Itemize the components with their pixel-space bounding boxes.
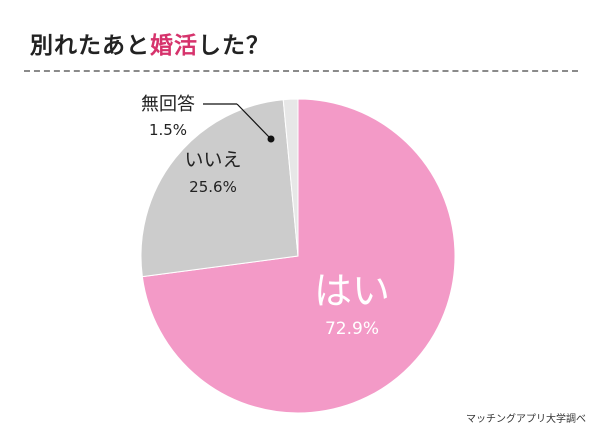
noanswer-leader-line-diagonal [236,103,271,139]
title-divider [24,70,578,72]
title-prefix: 別れたあと [30,33,150,59]
source-note: マッチングアプリ大学調べ [466,414,586,425]
slice-label-noanswer: 無回答 [141,94,195,115]
title-accent: 婚活 [150,33,198,59]
slice-value-yes: 72.9% [325,319,379,339]
pie-slice-noanswer [282,98,299,257]
slice-label-no: いいえ [184,149,241,171]
pie-slices [140,98,456,414]
slice-value-no: 25.6% [189,178,237,196]
pie-slice-no [140,99,299,278]
noanswer-leader-dot [267,135,275,143]
title-suffix: した？ [198,33,270,59]
slice-label-yes: はい [314,269,390,313]
page-title: 別れたあと婚活した？ [30,26,270,60]
slice-value-noanswer: 1.5% [149,121,187,139]
pie-slice-yes [141,98,456,414]
